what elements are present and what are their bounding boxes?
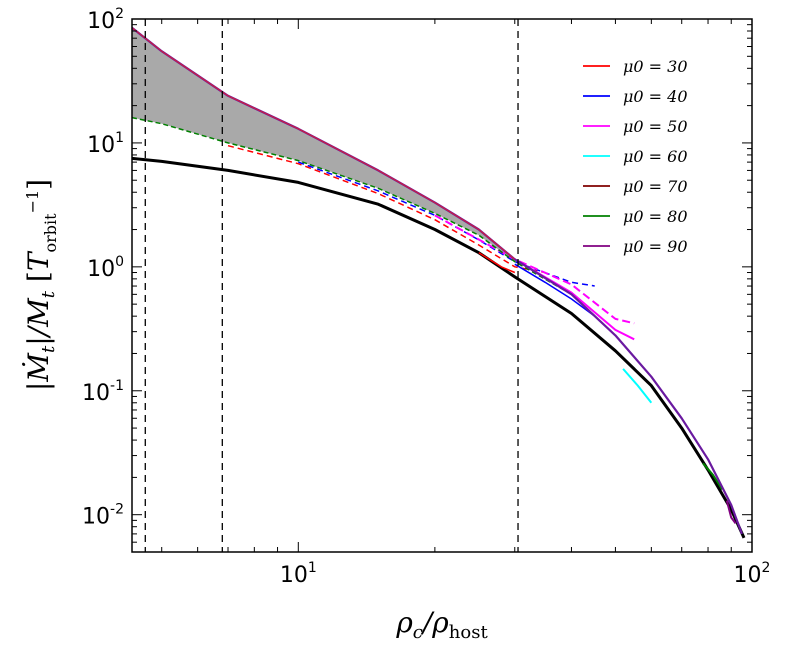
legend-label-1: μ0 = 30: [623, 57, 688, 76]
legend-label-5: μ0 = 70: [623, 177, 688, 196]
cyan-solid-curve: [622, 368, 653, 404]
y-tick-label: 101: [87, 130, 124, 158]
y-axis-title: |Ṁt|/Mt [Torbit−1]: [22, 179, 60, 391]
x-tick-label: 101: [280, 560, 317, 588]
blue-solid-curve: [514, 263, 596, 317]
y-tick-label: 10-2: [82, 502, 124, 530]
y-tick-label: 10-1: [82, 378, 124, 406]
y-tick-label: 102: [87, 6, 124, 34]
upper-envelope-red-trace: [131, 27, 516, 260]
legend-label-2: μ0 = 40: [623, 87, 688, 106]
shaded-region: [132, 27, 515, 262]
y-tick-label: 100: [87, 254, 124, 282]
red-solid-curve: [478, 252, 516, 274]
legend-label-6: μ0 = 80: [623, 207, 688, 226]
x-tick-label: 102: [734, 560, 771, 588]
plot-frame: [131, 18, 753, 553]
legend-label-4: μ0 = 60: [623, 147, 688, 166]
green-solid-curve: [702, 462, 724, 490]
legend-label-3: μ0 = 50: [623, 117, 688, 136]
magenta-dashed-curve: [434, 214, 635, 325]
legend-label-7: μ0 = 90: [623, 237, 688, 256]
black-solid-curve: [131, 156, 746, 539]
red-dashed-curve: [227, 144, 546, 274]
blue-dashed-curve: [298, 161, 595, 287]
purple-solid-curve: [725, 500, 737, 524]
